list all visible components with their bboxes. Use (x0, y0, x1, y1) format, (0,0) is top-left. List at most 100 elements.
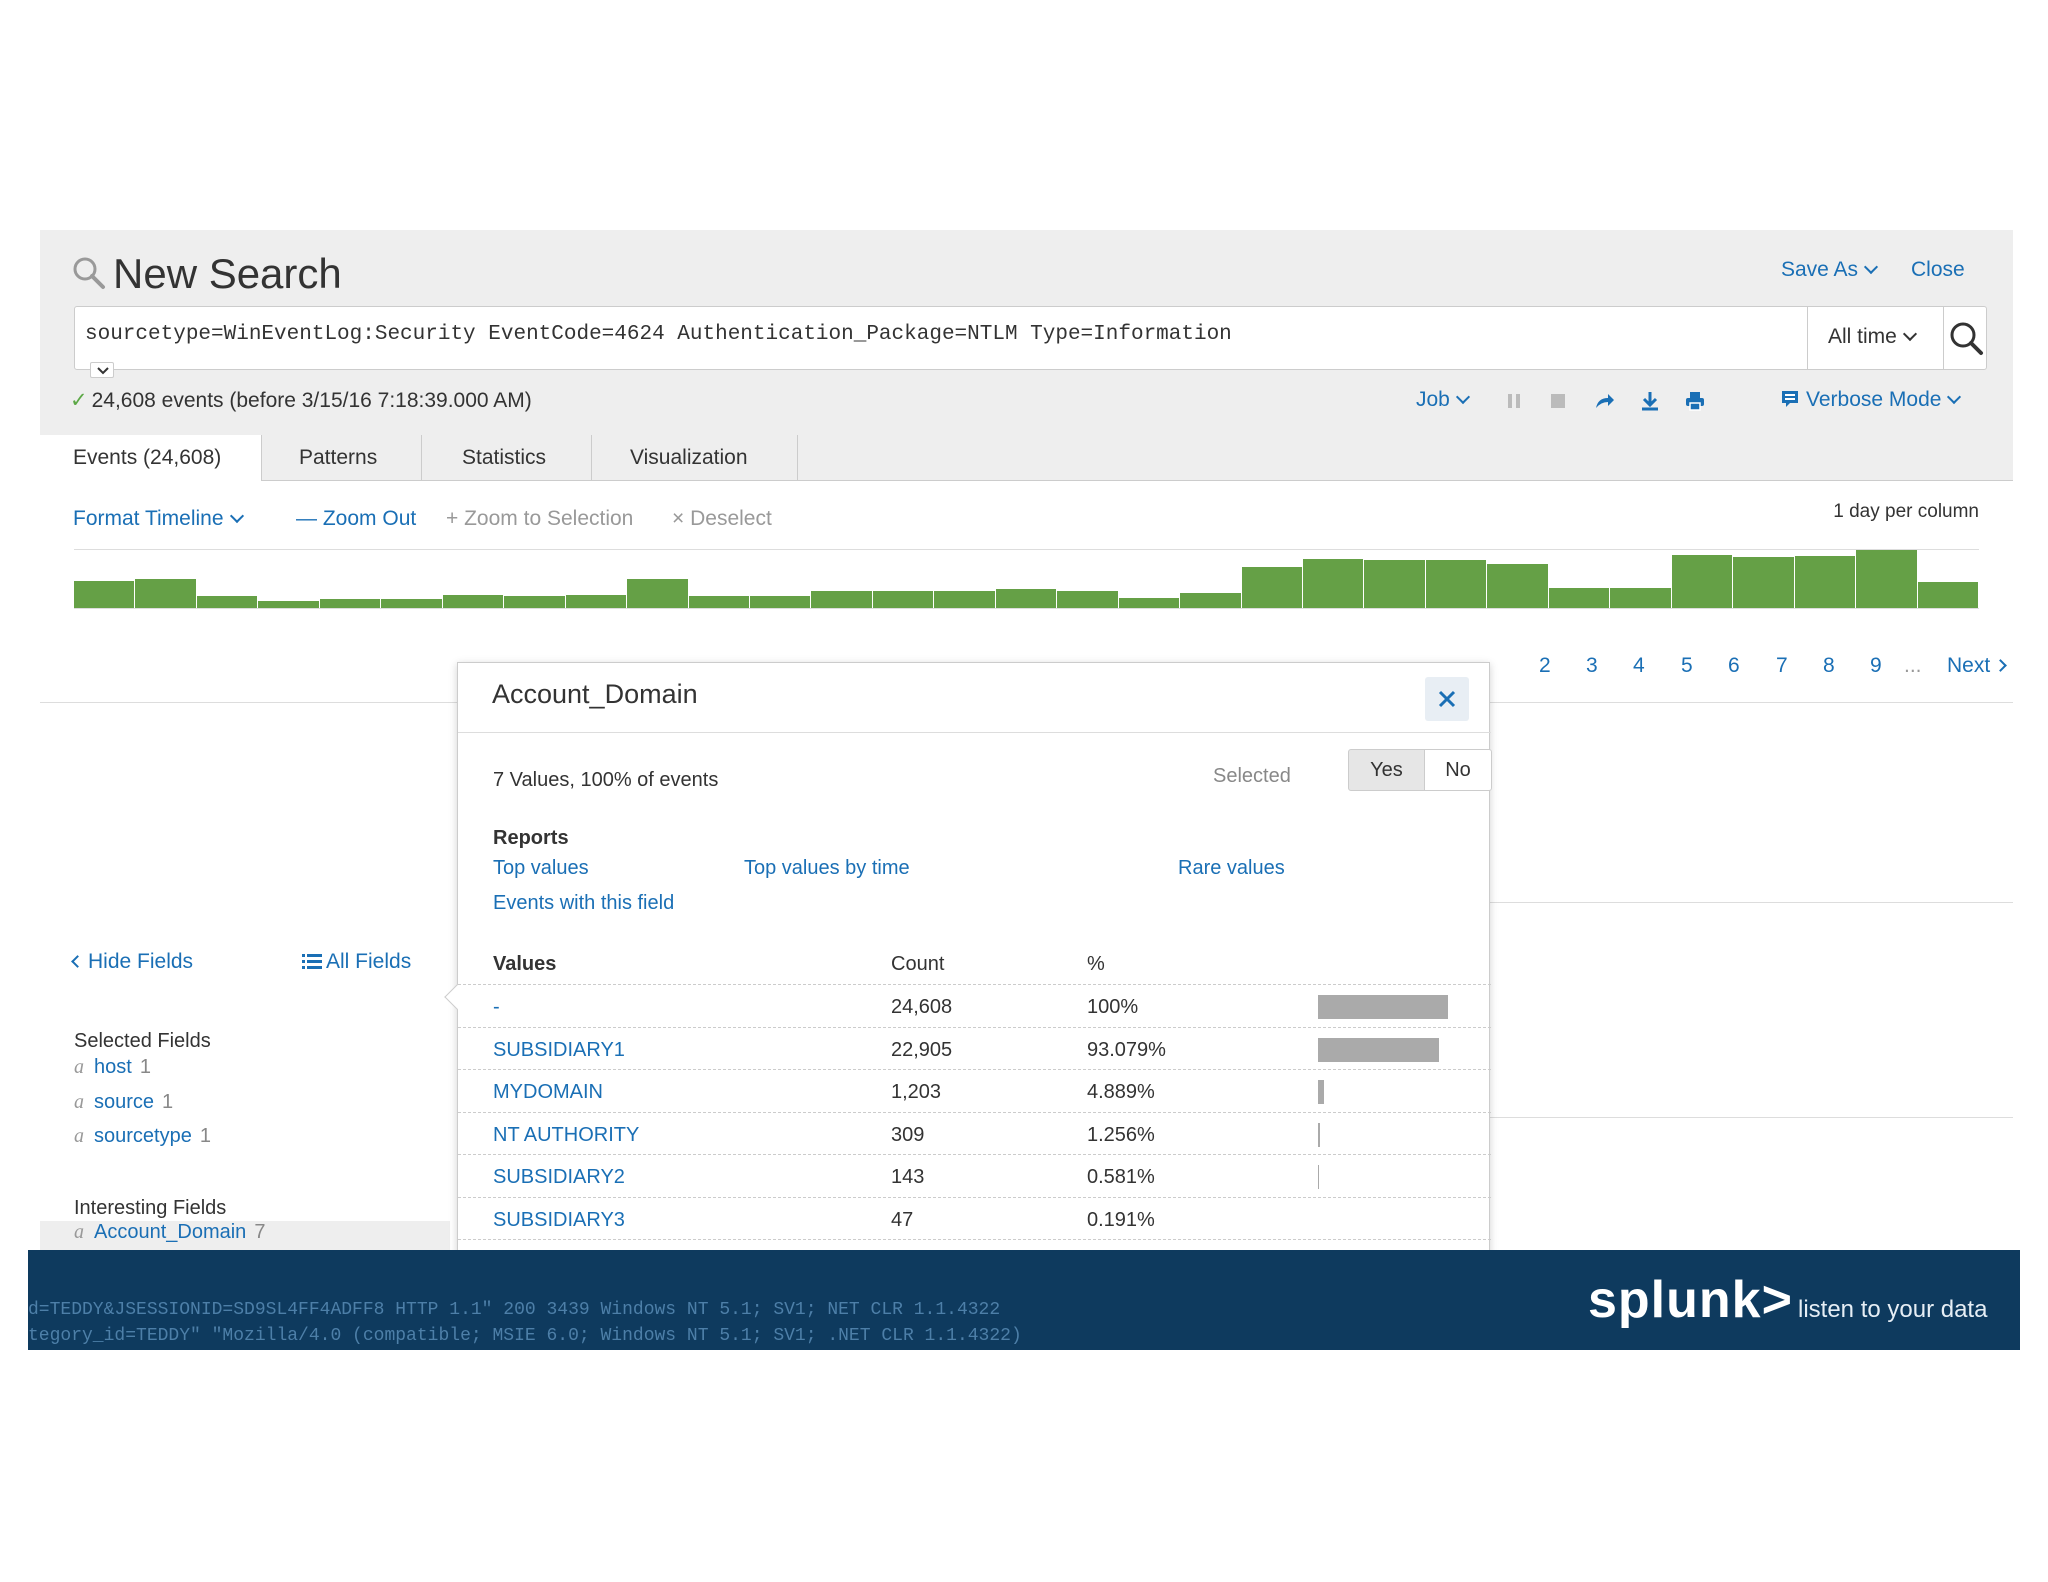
timeline-bar[interactable] (1917, 582, 1979, 608)
deselect-button[interactable]: × Deselect (672, 507, 772, 531)
pause-icon[interactable] (1503, 390, 1525, 412)
value-percent: 4.889% (1087, 1081, 1155, 1103)
field-item-host[interactable]: a host 1 (74, 1056, 151, 1086)
timeline-bar[interactable] (1118, 598, 1181, 608)
page-link-6[interactable]: 6 (1728, 654, 1740, 677)
tab-statistics[interactable]: Statistics (422, 435, 592, 481)
search-button[interactable] (1943, 307, 1987, 369)
splunk-footer-banner: d=TEDDY&JSESSIONID=SD9SL4FF4ADFF8 HTTP 1… (28, 1250, 2020, 1350)
timeline-bar[interactable] (872, 591, 935, 608)
print-icon[interactable] (1684, 390, 1706, 412)
field-item-source[interactable]: a source 1 (74, 1091, 173, 1121)
timeline-bar[interactable] (1610, 588, 1672, 608)
hide-fields-button[interactable]: Hide Fields (71, 950, 193, 974)
value-link[interactable]: SUBSIDIARY3 (493, 1208, 625, 1231)
field-name[interactable]: sourcetype (94, 1125, 192, 1147)
timeline-bar[interactable] (258, 601, 320, 608)
timeline-chart[interactable] (74, 549, 1979, 609)
field-name[interactable]: source (94, 1090, 155, 1113)
value-link[interactable]: MYDOMAIN (493, 1081, 603, 1103)
share-icon[interactable] (1593, 390, 1615, 412)
page-link-9[interactable]: 9 (1870, 654, 1882, 677)
log-background-text: tegory_id=TEDDY" "Mozilla/4.0 (compatibl… (28, 1326, 1022, 1346)
timeline-bar[interactable] (565, 595, 628, 608)
save-as-menu[interactable]: Save As (1781, 258, 1879, 282)
timeline-bar[interactable] (504, 596, 566, 608)
page-link-4[interactable]: 4 (1633, 654, 1645, 677)
value-row: NT AUTHORITY 309 1.256% (458, 1111, 1491, 1154)
field-item-sourcetype[interactable]: a sourcetype 1 (74, 1125, 211, 1155)
timeline-bar[interactable] (934, 591, 996, 608)
search-mode-menu[interactable]: Verbose Mode (1780, 388, 1962, 412)
timeline-bar[interactable] (442, 595, 505, 608)
checkmark-icon: ✓ (70, 389, 88, 412)
tab-patterns[interactable]: Patterns (262, 435, 422, 481)
expand-search-button[interactable] (90, 362, 114, 378)
events-with-field-link[interactable]: Events with this field (493, 892, 675, 914)
zoom-to-selection-button[interactable]: + Zoom to Selection (446, 507, 633, 531)
timeline-bar[interactable] (1180, 593, 1242, 608)
export-icon[interactable] (1639, 390, 1661, 412)
search-icon (73, 257, 105, 289)
tab-events[interactable]: Events (24,608) (40, 435, 262, 481)
value-percent: 93.079% (1087, 1038, 1166, 1061)
selected-yes-button[interactable]: Yes (1348, 749, 1425, 791)
mode-label: Verbose Mode (1806, 388, 1942, 411)
field-name[interactable]: host (94, 1056, 132, 1078)
stop-icon[interactable] (1547, 390, 1569, 412)
top-values-by-time-link[interactable]: Top values by time (744, 857, 910, 879)
page-link-2[interactable]: 2 (1539, 654, 1551, 677)
timeline-bar[interactable] (995, 589, 1058, 608)
timeline-bar[interactable] (135, 579, 197, 608)
zoom-out-button[interactable]: — Zoom Out (296, 507, 416, 531)
percent-bar (1318, 1165, 1319, 1189)
chevron-left-icon (71, 955, 84, 968)
format-timeline-menu[interactable]: Format Timeline (73, 507, 244, 531)
timeline-bar[interactable] (1057, 591, 1119, 608)
search-query-input[interactable]: sourcetype=WinEventLog:Security EventCod… (85, 323, 1232, 346)
time-range-picker[interactable]: All time (1807, 307, 1943, 369)
value-percent: 100% (1087, 996, 1139, 1018)
all-fields-button[interactable]: All Fields (302, 950, 411, 974)
timeline-bar[interactable] (1364, 560, 1426, 608)
timeline-bar[interactable] (1303, 559, 1365, 608)
value-link[interactable]: SUBSIDIARY2 (493, 1166, 625, 1188)
events-area-background (1489, 712, 2013, 1330)
timeline-bar[interactable] (196, 596, 259, 608)
timeline-bar[interactable] (688, 596, 750, 608)
field-name[interactable]: Account_Domain (94, 1221, 247, 1243)
timeline-bar[interactable] (1425, 560, 1488, 608)
timeline-bar[interactable] (1671, 555, 1734, 608)
timeline-bar[interactable] (811, 591, 873, 608)
timeline-bar[interactable] (319, 599, 382, 608)
timeline-bar[interactable] (1548, 588, 1611, 608)
timeline-bar[interactable] (74, 581, 136, 608)
page-link-3[interactable]: 3 (1586, 654, 1598, 677)
next-page-button[interactable]: Next (1947, 654, 2008, 678)
page-link-8[interactable]: 8 (1823, 654, 1835, 677)
close-button[interactable] (1425, 677, 1469, 721)
page-link-5[interactable]: 5 (1681, 654, 1693, 677)
rare-values-link[interactable]: Rare values (1178, 857, 1285, 879)
timeline-bar[interactable] (1241, 567, 1304, 608)
event-count-status: 24,608 events (before 3/15/16 7:18:39.00… (91, 389, 532, 412)
page-link-7[interactable]: 7 (1776, 654, 1788, 677)
tab-visualization[interactable]: Visualization (592, 435, 798, 481)
close-link[interactable]: Close (1911, 258, 1965, 281)
timeline-bar[interactable] (1856, 550, 1918, 608)
timeline-bar[interactable] (627, 579, 689, 608)
timeline-bar[interactable] (1487, 564, 1549, 608)
value-link[interactable]: SUBSIDIARY1 (493, 1038, 625, 1061)
format-timeline-label: Format Timeline (73, 507, 224, 530)
value-link[interactable]: - (493, 996, 500, 1018)
timeline-bar[interactable] (1794, 556, 1857, 608)
timeline-bar[interactable] (381, 599, 443, 608)
timeline-bar[interactable] (1733, 557, 1795, 608)
selected-no-button[interactable]: No (1424, 749, 1492, 791)
field-item-account-domain[interactable]: a Account_Domain 7 (40, 1221, 450, 1251)
timeline-bar[interactable] (749, 596, 812, 608)
job-menu[interactable]: Job (1416, 388, 1470, 412)
value-link[interactable]: NT AUTHORITY (493, 1123, 640, 1146)
top-values-link[interactable]: Top values (493, 857, 589, 879)
value-count: 24,608 (891, 996, 953, 1018)
